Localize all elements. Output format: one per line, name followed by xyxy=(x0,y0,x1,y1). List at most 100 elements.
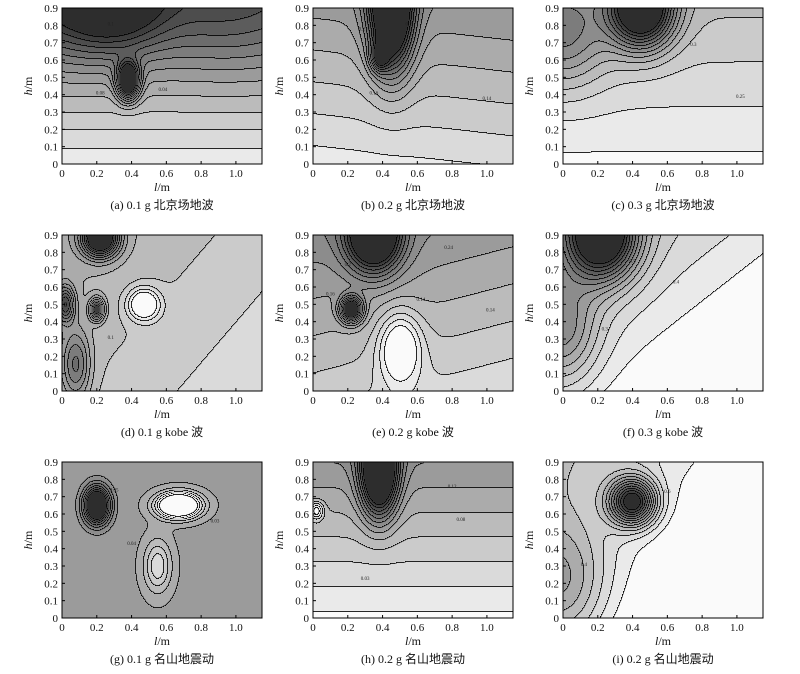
x-tick-label: 0.2 xyxy=(591,168,605,180)
x-tick-label: 0.6 xyxy=(410,622,424,634)
contour-panel: 0.5 0.4 0.3 0 0.2 0.4 0.6 0.8 1.0 0 0.1 0.2 0.3 0.4 0.… xyxy=(522,230,764,439)
panel-caption: (b) 0.2 g 北京场地波 xyxy=(361,198,465,212)
y-tick-label: 0.6 xyxy=(295,509,309,521)
contour-label: 0.24 xyxy=(444,246,453,251)
plot-frame xyxy=(312,7,514,165)
y-tick-label: 0.5 xyxy=(295,526,309,538)
plot-frame xyxy=(562,461,764,619)
y-tick-label: 0.2 xyxy=(295,351,309,363)
y-axis-label: h/m xyxy=(272,76,286,95)
x-tick-label: 0.4 xyxy=(376,168,390,180)
y-tick-label: 0.1 xyxy=(295,369,309,381)
plot-frame xyxy=(562,234,764,392)
panel-caption: (d) 0.1 g kobe 波 xyxy=(121,425,203,439)
contour-label: 0.5 xyxy=(609,508,616,513)
y-axis-label: h/m xyxy=(21,76,35,95)
y-tick-label: 0.5 xyxy=(545,299,559,311)
panel-caption: (f) 0.3 g kobe 波 xyxy=(623,425,703,439)
contour-label: 0.2 xyxy=(359,28,366,33)
y-tick-label: 0.1 xyxy=(295,142,309,154)
contour-label: 0.1 xyxy=(108,336,115,341)
x-tick-label: 0.8 xyxy=(695,168,709,180)
contour-label: 0.03 xyxy=(361,577,370,582)
x-tick-label: 0.6 xyxy=(660,395,674,407)
plot-frame xyxy=(312,461,514,619)
contour-panel: 0.4 0.3 0.25 0 0.2 0.4 0.6 0.8 1.0 0 0.1 0.2 0.3 0.4 0… xyxy=(522,3,764,212)
y-axis-label: h/m xyxy=(522,303,536,322)
contour-panel: 0.1 0 0.2 0.4 0.6 0.8 1.0 0 0.1 0.2 0.3 0.4 0.5 0.6 0.… xyxy=(21,230,263,439)
y-tick-label: 0.3 xyxy=(295,334,309,346)
y-tick-label: 0.9 xyxy=(44,230,58,242)
contour-label: 0.05 xyxy=(110,488,119,493)
y-tick-label: 0.7 xyxy=(295,265,309,277)
contour-field xyxy=(563,8,763,164)
x-tick-label: 1.0 xyxy=(730,395,744,407)
contour-label: 0.3 xyxy=(602,327,609,332)
y-tick-label: 0.9 xyxy=(295,457,309,469)
y-tick-label: 0.8 xyxy=(295,20,309,32)
x-tick-label: 1.0 xyxy=(480,168,494,180)
y-tick-label: 0.3 xyxy=(545,561,559,573)
y-tick-label: 0.4 xyxy=(295,544,309,556)
y-tick-label: 0 xyxy=(554,386,560,398)
contour-label: 0.03 xyxy=(211,520,220,525)
x-axis-label: l/m xyxy=(655,180,672,194)
y-tick-label: 0.7 xyxy=(295,38,309,50)
contour-field xyxy=(563,462,763,618)
y-tick-label: 0.8 xyxy=(545,20,559,32)
y-tick-label: 0.9 xyxy=(295,3,309,15)
y-tick-label: 0.8 xyxy=(295,247,309,259)
x-tick-label: 0.8 xyxy=(194,622,208,634)
contour-label: 0.5 xyxy=(629,260,636,265)
contour-label: 0.14 xyxy=(483,97,492,102)
y-tick-label: 0.1 xyxy=(545,369,559,381)
x-tick-label: 0.8 xyxy=(194,395,208,407)
contour-label: 0.04 xyxy=(127,542,136,547)
plot-frame xyxy=(61,234,263,392)
y-tick-label: 0.1 xyxy=(545,596,559,608)
y-axis-label: h/m xyxy=(272,530,286,549)
y-tick-label: 0 xyxy=(53,159,59,171)
x-tick-label: 0.6 xyxy=(660,168,674,180)
y-tick-label: 0.7 xyxy=(545,38,559,50)
contour-field xyxy=(62,8,262,164)
y-tick-label: 0.6 xyxy=(295,282,309,294)
x-axis-label: l/m xyxy=(154,180,171,194)
x-axis-label: l/m xyxy=(655,634,672,648)
y-tick-label: 0.5 xyxy=(545,526,559,538)
contour-label: 0.04 xyxy=(158,88,167,93)
y-axis-label: h/m xyxy=(21,303,35,322)
y-tick-label: 0.2 xyxy=(545,351,559,363)
plot-frame xyxy=(61,461,263,619)
x-tick-label: 0.4 xyxy=(125,622,139,634)
x-tick-label: 1.0 xyxy=(480,395,494,407)
contour-label: 0.14 xyxy=(416,298,425,303)
y-tick-label: 0.8 xyxy=(44,247,58,259)
y-tick-label: 0.7 xyxy=(44,38,58,50)
contour-label: 0.16 xyxy=(326,293,335,298)
y-tick-label: 0.3 xyxy=(44,561,58,573)
contour-panel: 0.1 0.08 0.04 0 0.2 0.4 0.6 0.8 1.0 0 0.1 0.2 0.3 0.4… xyxy=(21,3,263,212)
contour-label: 0.3 xyxy=(690,43,697,48)
y-tick-label: 0.2 xyxy=(545,124,559,136)
x-tick-label: 0.4 xyxy=(626,622,640,634)
plot-frame xyxy=(312,234,514,392)
panel-caption: (i) 0.2 g 名山地震动 xyxy=(612,651,713,666)
y-tick-label: 0.7 xyxy=(545,492,559,504)
y-tick-label: 0.2 xyxy=(545,578,559,590)
y-tick-label: 0.7 xyxy=(295,492,309,504)
contour-panel: 0.12 0.08 0.03 0 0.2 0.4 0.6 0.8 1.0 0 0.1 0.2 0.3 0.… xyxy=(272,457,514,666)
y-tick-label: 0.5 xyxy=(295,299,309,311)
contour-label: 0.4 xyxy=(581,563,588,568)
contour-label: 0.2 xyxy=(406,22,413,27)
x-tick-label: 0.4 xyxy=(376,395,390,407)
contour-label: 0.08 xyxy=(456,518,465,523)
y-tick-label: 0.4 xyxy=(545,317,559,329)
y-tick-label: 0.6 xyxy=(44,55,58,67)
x-tick-label: 0.2 xyxy=(90,168,104,180)
contour-label: 0.1 xyxy=(108,22,115,27)
y-tick-label: 0.9 xyxy=(44,3,58,15)
y-tick-label: 0 xyxy=(554,159,560,171)
y-tick-label: 0.6 xyxy=(295,55,309,67)
